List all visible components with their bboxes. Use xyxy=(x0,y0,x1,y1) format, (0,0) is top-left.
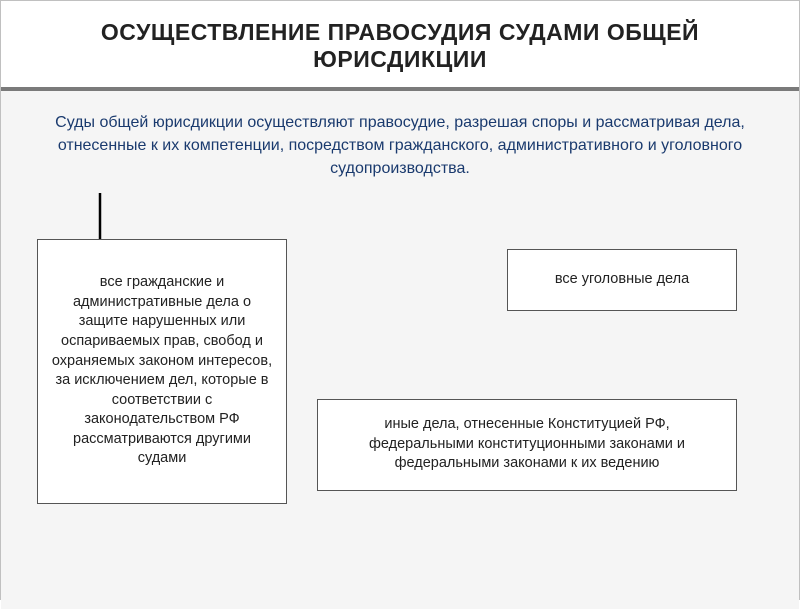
title-bar: ОСУЩЕСТВЛЕНИЕ ПРАВОСУДИЯ СУДАМИ ОБЩЕЙ ЮР… xyxy=(1,1,799,91)
page-title: ОСУЩЕСТВЛЕНИЕ ПРАВОСУДИЯ СУДАМИ ОБЩЕЙ ЮР… xyxy=(21,19,779,73)
box-left-text: все гражданские и административные дела … xyxy=(50,273,274,469)
arrows-container xyxy=(37,189,763,239)
box-right-top-text: все уголовные дела xyxy=(555,270,689,290)
box-other: иные дела, отнесенные Конституцией РФ, ф… xyxy=(317,399,737,491)
body-area: Суды общей юрисдикции осуществляют право… xyxy=(1,91,799,609)
slide-frame: ОСУЩЕСТВЛЕНИЕ ПРАВОСУДИЯ СУДАМИ ОБЩЕЙ ЮР… xyxy=(0,0,800,600)
boxes-area: все гражданские и административные дела … xyxy=(37,239,763,529)
box-criminal: все уголовные дела xyxy=(507,249,737,311)
box-civil-admin: все гражданские и административные дела … xyxy=(37,239,287,504)
box-bottom-text: иные дела, отнесенные Конституцией РФ, ф… xyxy=(330,415,724,474)
intro-paragraph: Суды общей юрисдикции осуществляют право… xyxy=(37,111,763,181)
